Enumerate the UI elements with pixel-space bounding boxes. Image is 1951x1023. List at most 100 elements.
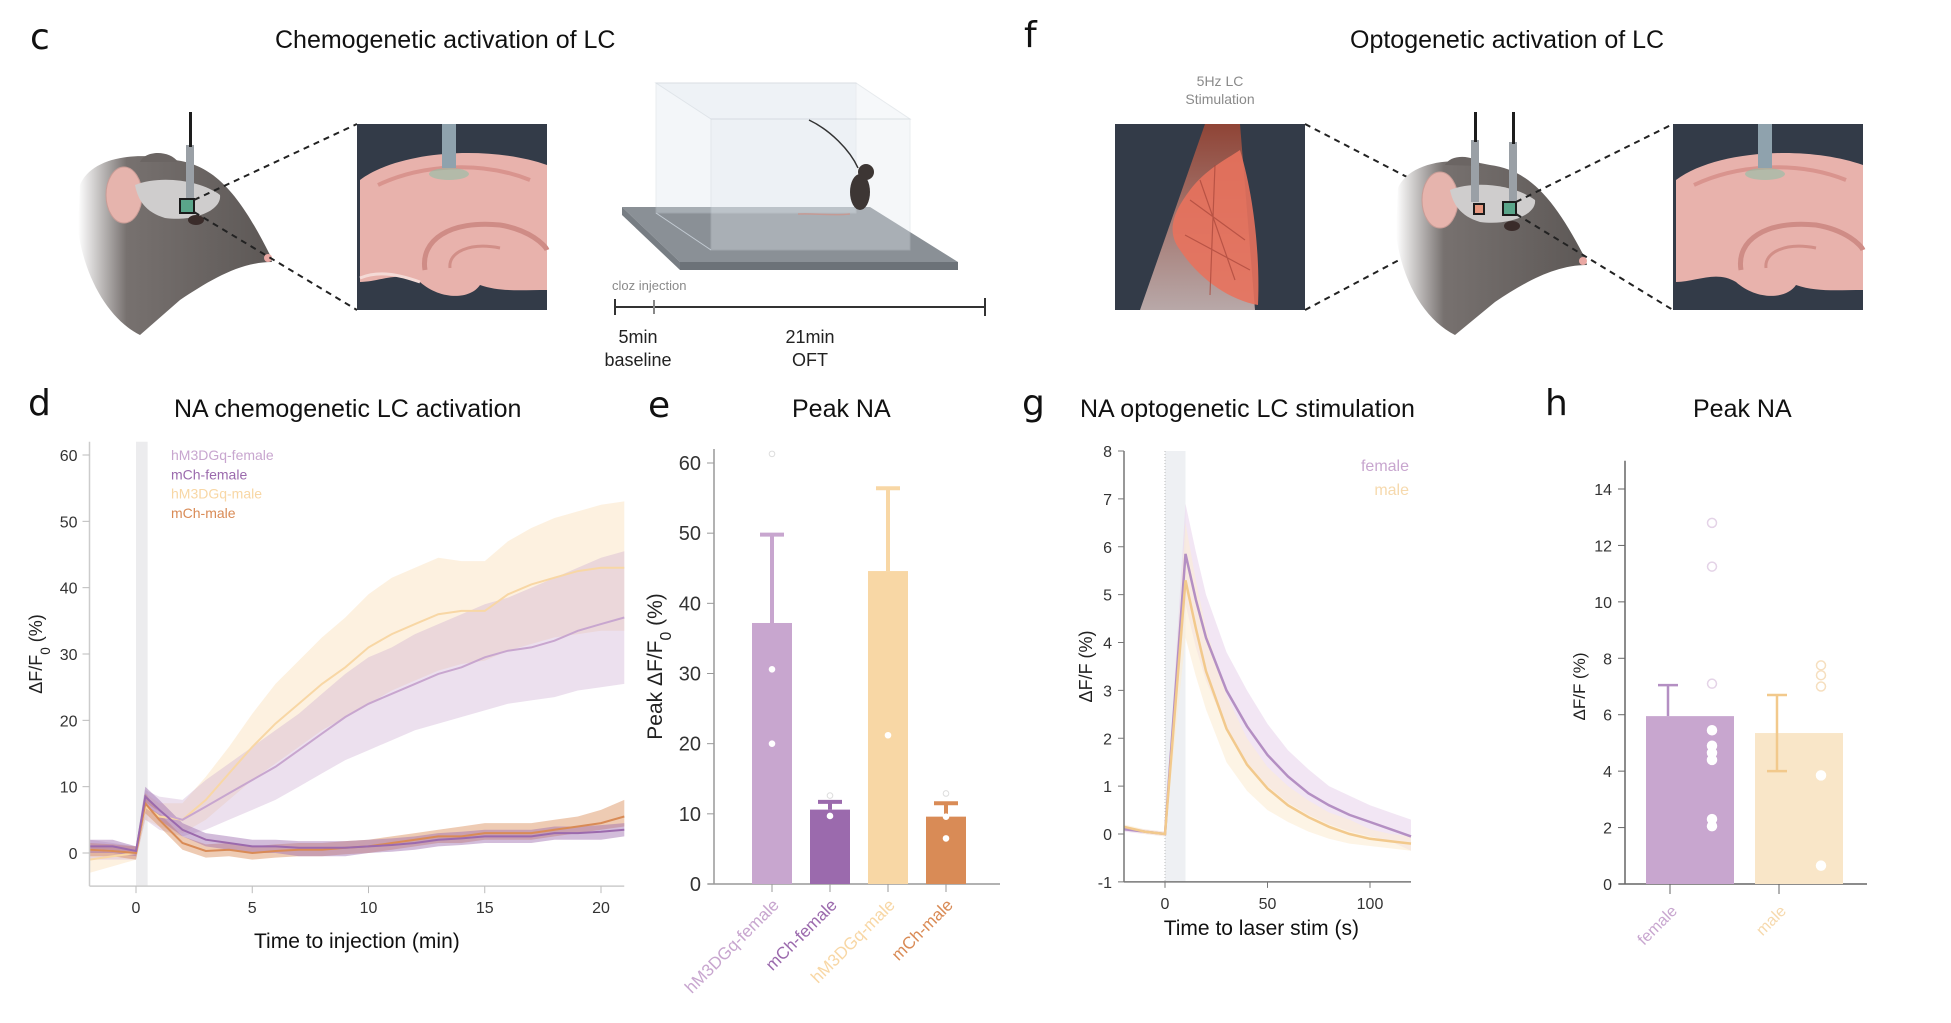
legend-entry: female bbox=[1361, 458, 1409, 475]
x-tick-label: 50 bbox=[1259, 896, 1277, 913]
y-tick-label: 1 bbox=[1103, 779, 1112, 796]
y-tick-label: 20 bbox=[60, 713, 78, 730]
y-tick-label: 10 bbox=[679, 804, 701, 826]
y-tick-label: 10 bbox=[60, 780, 78, 797]
timeline-seg1-name: baseline bbox=[604, 349, 672, 370]
y-tick-label: 12 bbox=[1594, 538, 1612, 555]
y-tick-label: 5 bbox=[1103, 588, 1112, 605]
x-tick-label: female bbox=[1635, 903, 1681, 949]
panel-title-h: Peak NA bbox=[1693, 395, 1792, 423]
series-line-hM3DGq-male bbox=[89, 566, 625, 861]
y-axis-label: Peak ΔF/F0 (%) bbox=[644, 593, 675, 739]
y-tick-label: 0 bbox=[69, 846, 78, 863]
legend-entry: mCh-male bbox=[171, 505, 236, 521]
stimulation-label-line1: 5Hz LC bbox=[1196, 73, 1244, 89]
data-point bbox=[1815, 669, 1827, 681]
panel-title-d: NA chemogenetic LC activation bbox=[174, 395, 522, 423]
data-point bbox=[942, 835, 950, 842]
y-tick-label: 60 bbox=[60, 448, 78, 465]
y-tick-label: 20 bbox=[679, 734, 701, 756]
y-tick-label: 2 bbox=[1103, 731, 1112, 748]
illustrations bbox=[78, 82, 1866, 335]
timeline-seg2-name: OFT bbox=[792, 349, 828, 370]
y-axis-label: ΔF/F (%) bbox=[1076, 630, 1096, 702]
x-tick-label: hM3DGq-female bbox=[681, 895, 783, 997]
error-band-male bbox=[1124, 522, 1411, 851]
y-tick-label: 4 bbox=[1103, 636, 1112, 653]
open-field-arena bbox=[622, 82, 958, 270]
y-tick-label: 8 bbox=[1603, 651, 1612, 668]
x-tick-label: male bbox=[1753, 903, 1790, 940]
bar-hM3DGq-female bbox=[752, 622, 792, 884]
y-tick-label: 3 bbox=[1103, 683, 1112, 700]
bar-mCh-male bbox=[926, 816, 966, 884]
mouse-head-illustration-f bbox=[1396, 112, 1587, 335]
data-point bbox=[942, 790, 950, 797]
timeline-event-label: cloz injection bbox=[612, 278, 687, 293]
bar-mCh-female bbox=[810, 809, 850, 884]
y-tick-label: -1 bbox=[1098, 875, 1112, 892]
zoom-line bbox=[1515, 213, 1674, 311]
data-point bbox=[768, 665, 776, 673]
panel-letter-g: g bbox=[1022, 383, 1045, 424]
panel-title-f: Optogenetic activation of LC bbox=[1350, 26, 1665, 54]
y-tick-label: 10 bbox=[1594, 595, 1612, 612]
series-line-male bbox=[1123, 580, 1412, 845]
x-axis-label: Time to laser stim (s) bbox=[1164, 917, 1359, 940]
y-tick-label: 14 bbox=[1594, 482, 1612, 499]
hippocampus-inset-c bbox=[357, 124, 550, 310]
x-tick-label: mCh-male bbox=[888, 895, 957, 964]
data-point bbox=[826, 812, 834, 820]
bar-female bbox=[1646, 716, 1734, 884]
data-point bbox=[1706, 724, 1718, 736]
chart-g: -1 0 1 2 3 4 5 6 7 8 0 50 100 Time to laser stim (s) Δ… bbox=[1076, 444, 1412, 940]
y-tick-label: 8 bbox=[1103, 444, 1112, 461]
y-tick-label: 30 bbox=[679, 664, 701, 686]
panel-title-e: Peak NA bbox=[792, 395, 891, 423]
y-tick-label: 2 bbox=[1603, 821, 1612, 838]
y-tick-label: 40 bbox=[60, 581, 78, 598]
x-tick-label: 0 bbox=[132, 900, 141, 917]
y-tick-label: 6 bbox=[1603, 708, 1612, 725]
hippocampus-inset-f bbox=[1673, 124, 1866, 310]
data-point bbox=[768, 740, 776, 747]
y-tick-label: 30 bbox=[60, 647, 78, 664]
experiment-timeline bbox=[614, 298, 986, 316]
series-line-mCh-female bbox=[89, 794, 625, 853]
panel-letter-e: e bbox=[648, 385, 671, 426]
data-point bbox=[1815, 770, 1827, 781]
stimulation-label-line2: Stimulation bbox=[1185, 90, 1255, 107]
panel-letter-c: c bbox=[30, 17, 50, 58]
series-line-hM3DGq-female bbox=[89, 616, 625, 855]
y-tick-label: 6 bbox=[1103, 540, 1112, 557]
data-point bbox=[1706, 678, 1718, 689]
x-tick-label: 20 bbox=[592, 900, 610, 917]
panel-title-c: Chemogenetic activation of LC bbox=[275, 26, 616, 54]
data-point bbox=[884, 731, 892, 739]
data-point bbox=[1706, 820, 1718, 832]
y-tick-label: 50 bbox=[60, 514, 78, 531]
zoom-line bbox=[193, 123, 358, 201]
zoom-line bbox=[193, 211, 358, 311]
error-band-hM3DGq-female bbox=[89, 551, 625, 860]
data-point bbox=[942, 813, 950, 820]
bar-male bbox=[1755, 733, 1843, 884]
data-point bbox=[826, 792, 834, 799]
error-band-mCh-female bbox=[89, 786, 625, 857]
stimulation-label: 5Hz LC Stimulation bbox=[1160, 73, 1280, 108]
chart-h: 0 2 4 6 8 10 12 14 female male ΔF/F (%) bbox=[1570, 460, 1867, 949]
y-axis-label: ΔF/F (%) bbox=[1570, 652, 1589, 720]
panel-letter-h: h bbox=[1545, 383, 1568, 424]
x-axis-label: Time to injection (min) bbox=[254, 930, 460, 953]
legend-entry: mCh-female bbox=[171, 466, 247, 482]
y-tick-label: 60 bbox=[679, 453, 701, 475]
timeline-baseline-label: 5min baseline bbox=[590, 326, 686, 371]
panel-title-g: NA optogenetic LC stimulation bbox=[1080, 395, 1415, 423]
timeline-oft-label: 21min OFT bbox=[760, 326, 860, 371]
legend-entry: hM3DGq-female bbox=[171, 447, 274, 463]
timeline-seg2-duration: 21min bbox=[785, 327, 835, 347]
y-tick-label: 0 bbox=[690, 874, 701, 896]
y-tick-label: 40 bbox=[679, 593, 701, 615]
y-tick-label: 50 bbox=[679, 523, 701, 545]
